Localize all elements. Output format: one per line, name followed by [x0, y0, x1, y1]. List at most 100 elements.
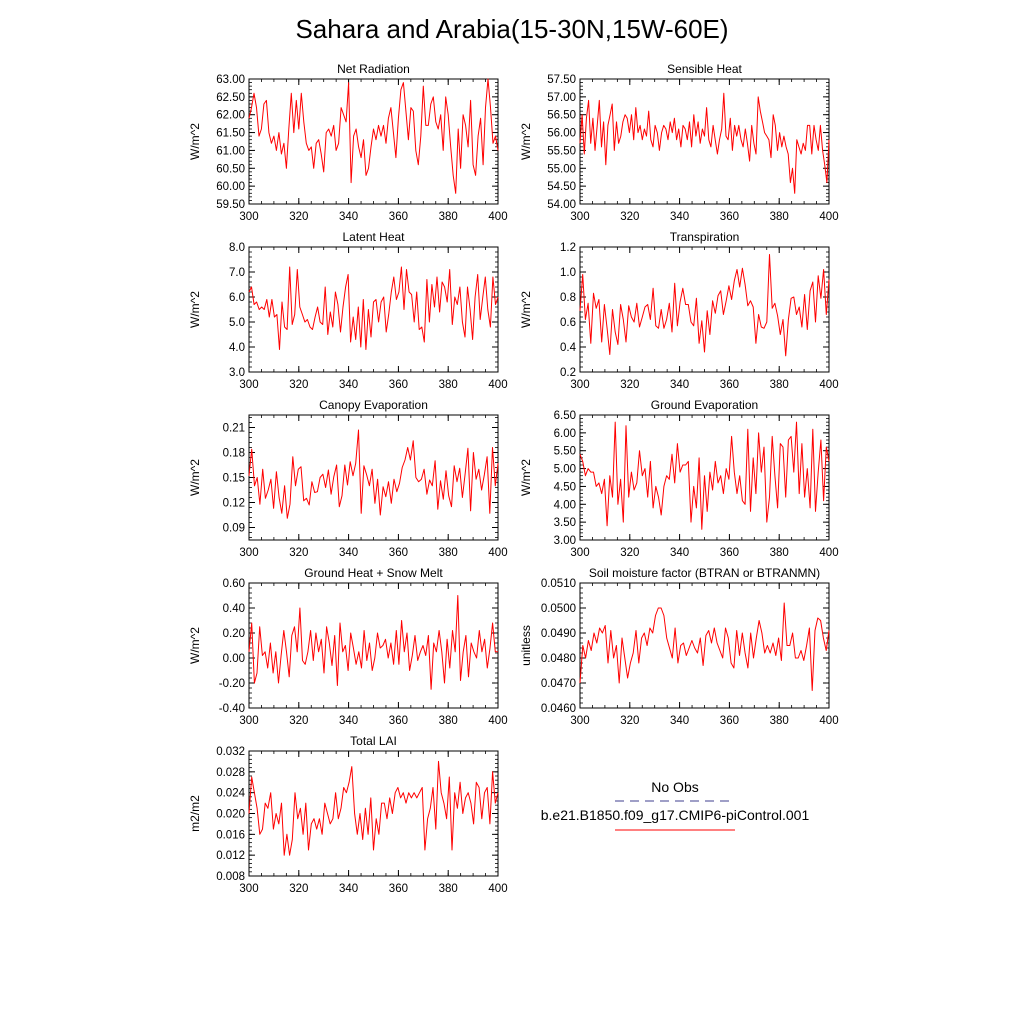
y-tick-label: 0.012	[216, 850, 245, 862]
y-axis-label: W/m^2	[188, 291, 202, 328]
series-line-total-lai	[248, 760, 499, 856]
y-tick-label: 59.50	[216, 199, 245, 211]
chart-panels: Net Radiation W/m^2 59.50 60.00 60.50 61.00 61…	[188, 62, 839, 895]
x-tick-label: 360	[720, 211, 739, 223]
x-tick-label: 400	[819, 547, 838, 559]
y-axis-label: W/m^2	[519, 291, 533, 328]
plot-frame	[248, 750, 499, 877]
y-tick-label: 0.4	[560, 342, 577, 354]
series-line-sensible-heat	[579, 92, 830, 194]
y-tick-label: 0.0470	[541, 678, 576, 690]
x-tick-label: 360	[389, 211, 408, 223]
x-tick-label: 380	[439, 547, 458, 559]
x-tick-label: 400	[488, 715, 507, 727]
y-tick-label: 0.18	[223, 448, 245, 460]
plot-frame	[248, 582, 499, 709]
y-tick-label: 57.00	[547, 92, 576, 104]
y-tick-label: 0.0460	[541, 703, 576, 715]
y-axis-label: W/m^2	[519, 123, 533, 160]
chart-transpiration: Transpiration W/m^2 0.2 0.4 0.6 0.8 1.0 1.2 300 3…	[519, 230, 839, 391]
chart-title: Net Radiation	[337, 62, 410, 76]
x-tick-label: 340	[339, 211, 358, 223]
x-tick-label: 400	[819, 211, 838, 223]
y-tick-label: 6.50	[554, 410, 576, 422]
y-tick-label: 0.028	[216, 767, 245, 779]
y-tick-label: 62.00	[216, 110, 245, 122]
y-tick-label: 63.00	[216, 74, 245, 86]
y-axis-label: W/m^2	[188, 627, 202, 664]
legend: No Obs b.e21.B1850.f09_g17.CMIP6-piContro…	[541, 779, 809, 831]
x-tick-label: 320	[289, 211, 308, 223]
y-axis-label: m2/m2	[188, 795, 202, 832]
x-tick-label: 380	[439, 715, 458, 727]
y-tick-label: 0.20	[223, 628, 245, 640]
x-tick-label: 380	[770, 379, 789, 391]
y-tick-label: 4.0	[229, 342, 245, 354]
x-tick-label: 320	[289, 547, 308, 559]
chart-net-radiation: Net Radiation W/m^2 59.50 60.00 60.50 61.00 61…	[188, 62, 508, 223]
x-tick-label: 400	[819, 379, 838, 391]
legend-label-obs: No Obs	[651, 779, 698, 795]
y-tick-label: 0.032	[216, 746, 245, 758]
y-tick-label: 0.024	[216, 788, 245, 800]
y-tick-label: 4.50	[554, 481, 576, 493]
x-tick-label: 320	[289, 883, 308, 895]
x-tick-label: 340	[339, 883, 358, 895]
chart-title: Ground Heat + Snow Melt	[304, 566, 443, 580]
y-axis-label: W/m^2	[188, 123, 202, 160]
y-tick-label: 0.016	[216, 829, 245, 841]
chart-title: Sensible Heat	[667, 62, 742, 76]
chart-canopy-evaporation: Canopy Evaporation W/m^2 0.09 0.12 0.15 0.18 0…	[188, 398, 508, 559]
y-tick-label: 0.21	[223, 423, 245, 435]
y-tick-label: 0.00	[223, 653, 245, 665]
x-tick-label: 300	[239, 883, 258, 895]
y-tick-label: 57.50	[547, 74, 576, 86]
series-line-ground-heat-snow-melt	[248, 595, 498, 690]
y-tick-label: 0.15	[223, 473, 245, 485]
chart-title: Transpiration	[670, 230, 740, 244]
y-tick-label: -0.20	[219, 678, 245, 690]
plot-frame	[579, 246, 830, 373]
y-axis-label: W/m^2	[188, 459, 202, 496]
x-tick-label: 300	[570, 547, 589, 559]
y-tick-label: 0.09	[223, 523, 245, 535]
y-tick-label: 0.2	[560, 367, 576, 379]
y-tick-label: 5.00	[554, 464, 576, 476]
x-tick-label: 320	[620, 211, 639, 223]
x-tick-label: 360	[389, 379, 408, 391]
x-tick-label: 400	[488, 547, 507, 559]
y-tick-label: 0.0500	[541, 603, 576, 615]
x-tick-label: 340	[670, 211, 689, 223]
y-tick-label: 61.50	[216, 128, 245, 140]
y-tick-label: 61.00	[216, 145, 245, 157]
x-tick-label: 300	[570, 211, 589, 223]
y-tick-label: 0.60	[223, 578, 245, 590]
y-tick-label: 62.50	[216, 92, 245, 104]
x-tick-label: 320	[289, 715, 308, 727]
series-line-net-radiation	[248, 78, 499, 194]
y-tick-label: 5.0	[229, 317, 245, 329]
series-line-latent-heat	[248, 266, 499, 350]
chart-total-lai: Total LAI m2/m2 0.008 0.012 0.016 0.020 0.024 0…	[188, 734, 508, 895]
x-tick-label: 360	[720, 379, 739, 391]
chart-soil-moisture-factor: Soil moisture factor (BTRAN or BTRANMN) u…	[519, 566, 839, 727]
x-tick-label: 340	[339, 547, 358, 559]
y-tick-label: 6.00	[554, 428, 576, 440]
y-tick-label: 55.50	[547, 145, 576, 157]
y-tick-label: 60.50	[216, 163, 245, 175]
y-tick-label: 56.50	[547, 110, 576, 122]
y-tick-label: 0.12	[223, 498, 245, 510]
x-tick-label: 300	[570, 715, 589, 727]
series-line-transpiration	[579, 254, 830, 357]
chart-ground-heat-snow-melt: Ground Heat + Snow Melt W/m^2 -0.40 -0.20 0.…	[188, 566, 508, 727]
plot-frame	[248, 78, 499, 205]
chart-latent-heat: Latent Heat W/m^2 3.0 4.0 5.0 6.0 7.0 8.0 300 320…	[188, 230, 508, 391]
y-tick-label: 0.40	[223, 603, 245, 615]
x-tick-label: 400	[488, 883, 507, 895]
y-tick-label: 1.0	[560, 267, 576, 279]
y-tick-label: 0.8	[560, 292, 576, 304]
y-tick-label: 55.00	[547, 163, 576, 175]
x-tick-label: 300	[239, 379, 258, 391]
chart-title: Ground Evaporation	[651, 398, 758, 412]
